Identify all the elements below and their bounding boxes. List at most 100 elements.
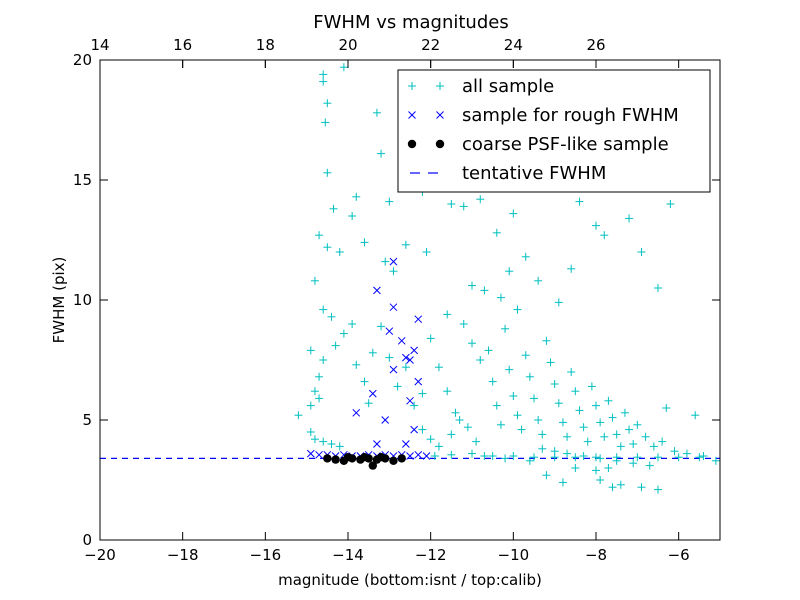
data-point <box>319 305 328 314</box>
legend-marker <box>408 82 416 90</box>
data-point <box>364 399 373 408</box>
data-point <box>596 418 605 427</box>
data-point <box>645 461 654 470</box>
data-point <box>426 334 435 343</box>
data-point <box>563 432 572 441</box>
data-point <box>480 286 489 295</box>
data-point <box>373 286 381 295</box>
data-point <box>496 293 505 302</box>
data-point <box>546 358 555 367</box>
data-point <box>550 380 559 388</box>
data-point <box>579 452 588 460</box>
data-point <box>377 322 386 331</box>
top-tick-label: 14 <box>90 36 109 54</box>
data-point <box>616 480 625 489</box>
data-point <box>534 276 543 285</box>
data-point <box>315 450 323 459</box>
data-point <box>554 399 563 408</box>
top-tick-label: 16 <box>173 36 192 54</box>
data-point <box>699 452 708 460</box>
data-point <box>563 449 572 458</box>
data-point <box>459 202 468 211</box>
data-point <box>335 248 344 256</box>
x-axis-label: magnitude (bottom:isnt / top:calib) <box>278 571 542 589</box>
data-point <box>488 377 497 386</box>
data-point <box>310 435 319 444</box>
data-point <box>608 483 617 492</box>
data-point <box>587 382 596 391</box>
data-point <box>410 425 418 434</box>
data-point <box>567 368 576 376</box>
data-point <box>377 149 386 158</box>
data-point <box>583 437 592 446</box>
legend-entry-2: coarse PSF-like sample <box>407 134 669 155</box>
data-point <box>368 348 377 357</box>
data-point <box>410 346 418 355</box>
data-point <box>389 267 398 276</box>
data-point <box>509 452 518 460</box>
data-point <box>521 252 530 261</box>
top-tick-label: 26 <box>586 36 605 54</box>
data-point <box>294 411 303 420</box>
data-point <box>654 453 662 462</box>
data-point <box>315 231 324 240</box>
data-point <box>488 452 497 460</box>
data-point <box>468 281 476 290</box>
data-point <box>402 353 410 362</box>
data-point <box>373 440 381 448</box>
legend-entry-3: tentative FWHM <box>410 163 606 184</box>
data-point <box>641 432 650 441</box>
data-point <box>620 408 629 417</box>
data-point <box>633 453 642 462</box>
data-point <box>596 476 605 484</box>
data-point <box>509 209 518 218</box>
y-tick-label: 5 <box>82 411 92 429</box>
data-point <box>393 382 402 391</box>
data-point <box>501 324 510 333</box>
data-point <box>554 298 563 307</box>
data-point <box>360 377 369 386</box>
data-point <box>534 416 543 424</box>
y-tick-label: 20 <box>73 51 92 69</box>
data-point <box>612 430 621 439</box>
data-point <box>310 387 319 396</box>
data-point <box>319 356 328 364</box>
data-point <box>505 365 514 374</box>
data-point <box>319 437 328 446</box>
data-point <box>525 456 534 465</box>
data-point <box>608 413 617 422</box>
data-point <box>637 483 646 492</box>
data-point <box>600 231 609 240</box>
data-point <box>682 449 691 458</box>
data-point <box>329 204 338 213</box>
data-point <box>401 240 410 249</box>
data-point <box>550 453 559 462</box>
data-point <box>538 430 547 439</box>
data-point <box>447 450 456 459</box>
data-point <box>472 437 481 446</box>
data-point <box>629 440 638 448</box>
data-point <box>654 284 662 292</box>
y-axis-label: FWHM (pix) <box>50 257 68 344</box>
data-point <box>484 346 493 355</box>
legend-box <box>397 69 711 193</box>
data-point <box>434 363 443 372</box>
data-point <box>414 450 423 459</box>
data-point <box>455 416 464 424</box>
top-tick-label: 24 <box>504 36 523 54</box>
data-point <box>434 442 443 451</box>
legend-label: coarse PSF-like sample <box>462 134 669 155</box>
data-point <box>463 423 472 432</box>
data-point <box>422 452 431 460</box>
data-point <box>327 440 336 448</box>
data-point <box>397 454 406 463</box>
data-layer <box>100 63 720 494</box>
data-point <box>331 341 340 350</box>
data-point <box>381 416 390 424</box>
data-point <box>658 437 667 446</box>
data-point <box>381 257 390 266</box>
data-point <box>418 389 427 398</box>
data-point <box>402 440 410 448</box>
x-tick-label: −16 <box>250 546 282 564</box>
